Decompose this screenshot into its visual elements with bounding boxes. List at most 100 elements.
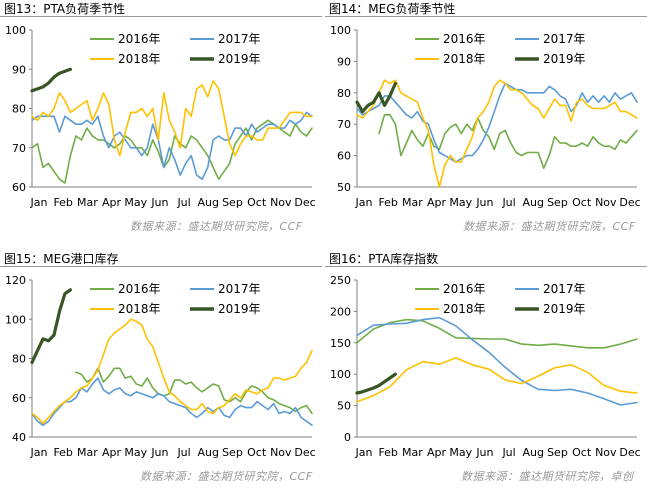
x-tick-label: May (449, 196, 472, 209)
x-tick-label: Feb (378, 196, 397, 209)
x-tick-label: Jan (30, 196, 48, 209)
x-tick-label: Jul (501, 446, 515, 459)
legend-label-2016: 2016年 (118, 282, 161, 296)
x-tick-label: Aug (198, 196, 219, 209)
y-tick-label: 90 (337, 55, 351, 68)
series-line-2019 (355, 372, 398, 395)
source-note: 数据来源：盛达期货研究院，CCF (130, 220, 303, 233)
x-tick-label: Nov (270, 196, 292, 209)
panel-meg-port-inventory: 图15：MEG港口库存 40 60 80 100 120 Jan Feb Mar Apr May J… (0, 250, 324, 492)
y-tick-label: 60 (12, 392, 26, 405)
legend-label-2018: 2018年 (443, 302, 486, 316)
title-divider (0, 16, 322, 17)
y-tick-label: 200 (330, 305, 351, 318)
x-tick-label: Jun (475, 446, 493, 459)
y-tick-label: 80 (12, 103, 26, 116)
x-tick-label: Jul (176, 196, 190, 209)
legend-label-2017: 2017年 (218, 282, 261, 296)
y-tick-label: 150 (330, 337, 351, 350)
x-tick-label: Feb (378, 446, 397, 459)
series-line-2018 (31, 318, 313, 425)
series-line-2019 (30, 67, 73, 93)
x-tick-label: May (449, 446, 472, 459)
series-line-2018 (31, 80, 313, 157)
series-line-2016 (31, 119, 313, 184)
legend-label-2018: 2018年 (118, 302, 161, 316)
legend-label-2017: 2017年 (543, 282, 586, 296)
panel-pta-inventory-index: 图16：PTA库存指数 0 50 100 150 200 250 Jan Feb Mar Apr M… (325, 250, 649, 492)
x-tick-label: Sep (222, 196, 243, 209)
series-line-2019 (355, 81, 398, 114)
series-line-2016 (378, 114, 638, 169)
x-tick-label: Apr (427, 446, 447, 459)
legend-label-2018: 2018年 (118, 52, 161, 66)
source-note: 数据来源：盛达期货研究院，CCF (140, 470, 313, 483)
x-tick-label: Jul (501, 196, 515, 209)
x-tick-label: Nov (270, 446, 292, 459)
y-tick-label: 0 (344, 431, 351, 444)
legend-label-2019: 2019年 (218, 52, 261, 66)
series-line-2018 (356, 357, 638, 403)
x-tick-label: May (124, 446, 147, 459)
x-tick-label: Jun (475, 196, 493, 209)
series-line-2017 (356, 316, 638, 406)
x-tick-label: Oct (247, 196, 267, 209)
source-note: 数据来源：盛达期货研究院，卓创 (461, 470, 634, 483)
y-tick-label: 120 (5, 274, 26, 287)
chart-pta-load: 60 70 80 90 100 Jan Feb Mar Apr May Jun Jul Aug Sep Oc… (5, 24, 316, 209)
panel-title: 图16：PTA库存指数 (329, 252, 439, 266)
y-tick-label: 40 (12, 431, 26, 444)
legend-label-2016: 2016年 (118, 32, 161, 46)
y-tick-label: 50 (337, 181, 351, 194)
panel-title: 图14：MEG负荷季节性 (329, 2, 456, 16)
x-tick-label: Jun (150, 196, 168, 209)
x-tick-label: Jul (176, 446, 190, 459)
y-tick-label: 90 (12, 63, 26, 76)
x-tick-label: Apr (102, 196, 122, 209)
x-tick-label: Dec (619, 446, 640, 459)
x-tick-label: Oct (572, 196, 592, 209)
x-tick-label: Jun (150, 446, 168, 459)
legend-label-2018: 2018年 (443, 52, 486, 66)
series-line-2017 (31, 111, 313, 180)
x-tick-label: Jan (355, 446, 373, 459)
x-tick-label: Feb (53, 446, 72, 459)
legend-label-2019: 2019年 (543, 52, 586, 66)
y-tick-label: 100 (5, 313, 26, 326)
x-tick-label: Oct (572, 446, 592, 459)
x-tick-label: Sep (547, 446, 568, 459)
legend-label-2019: 2019年 (543, 302, 586, 316)
x-tick-label: Aug (198, 446, 219, 459)
x-tick-label: Dec (294, 446, 315, 459)
x-tick-label: Oct (247, 446, 267, 459)
x-tick-label: Sep (547, 196, 568, 209)
y-tick-label: 100 (330, 368, 351, 381)
panel-title: 图15：MEG港口库存 (4, 252, 119, 266)
title-divider (325, 16, 647, 17)
y-tick-label: 50 (337, 400, 351, 413)
source-note: 数据来源：盛达期货研究院，CCF (463, 220, 636, 233)
series-line-2017 (31, 377, 313, 426)
legend-label-2017: 2017年 (543, 32, 586, 46)
x-tick-label: Mar (402, 446, 423, 459)
series-line-2018 (356, 79, 638, 188)
title-divider (325, 266, 647, 267)
x-tick-label: Aug (523, 446, 544, 459)
chart-meg-port-inventory: 40 60 80 100 120 Jan Feb Mar Apr May Jun Jul Aug Sep O… (5, 274, 316, 459)
x-tick-label: Mar (402, 196, 423, 209)
legend-label-2017: 2017年 (218, 32, 261, 46)
x-tick-label: Sep (222, 446, 243, 459)
x-tick-label: Feb (53, 196, 72, 209)
y-tick-label: 250 (330, 274, 351, 287)
x-tick-label: Aug (523, 196, 544, 209)
y-tick-label: 60 (12, 181, 26, 194)
x-tick-label: May (124, 196, 147, 209)
y-tick-label: 60 (337, 150, 351, 163)
x-tick-label: Mar (77, 446, 98, 459)
y-tick-label: 70 (12, 142, 26, 155)
panel-pta-load: 图13：PTA负荷季节性 60 70 80 90 100 Jan Feb Mar Apr May J… (0, 0, 324, 242)
x-tick-label: Apr (427, 196, 447, 209)
x-tick-label: Apr (102, 446, 122, 459)
y-tick-label: 70 (337, 118, 351, 131)
chart-meg-load: 50 60 70 80 90 100 Jan Feb Mar Apr May Jun Jul Aug Sep… (330, 24, 641, 209)
